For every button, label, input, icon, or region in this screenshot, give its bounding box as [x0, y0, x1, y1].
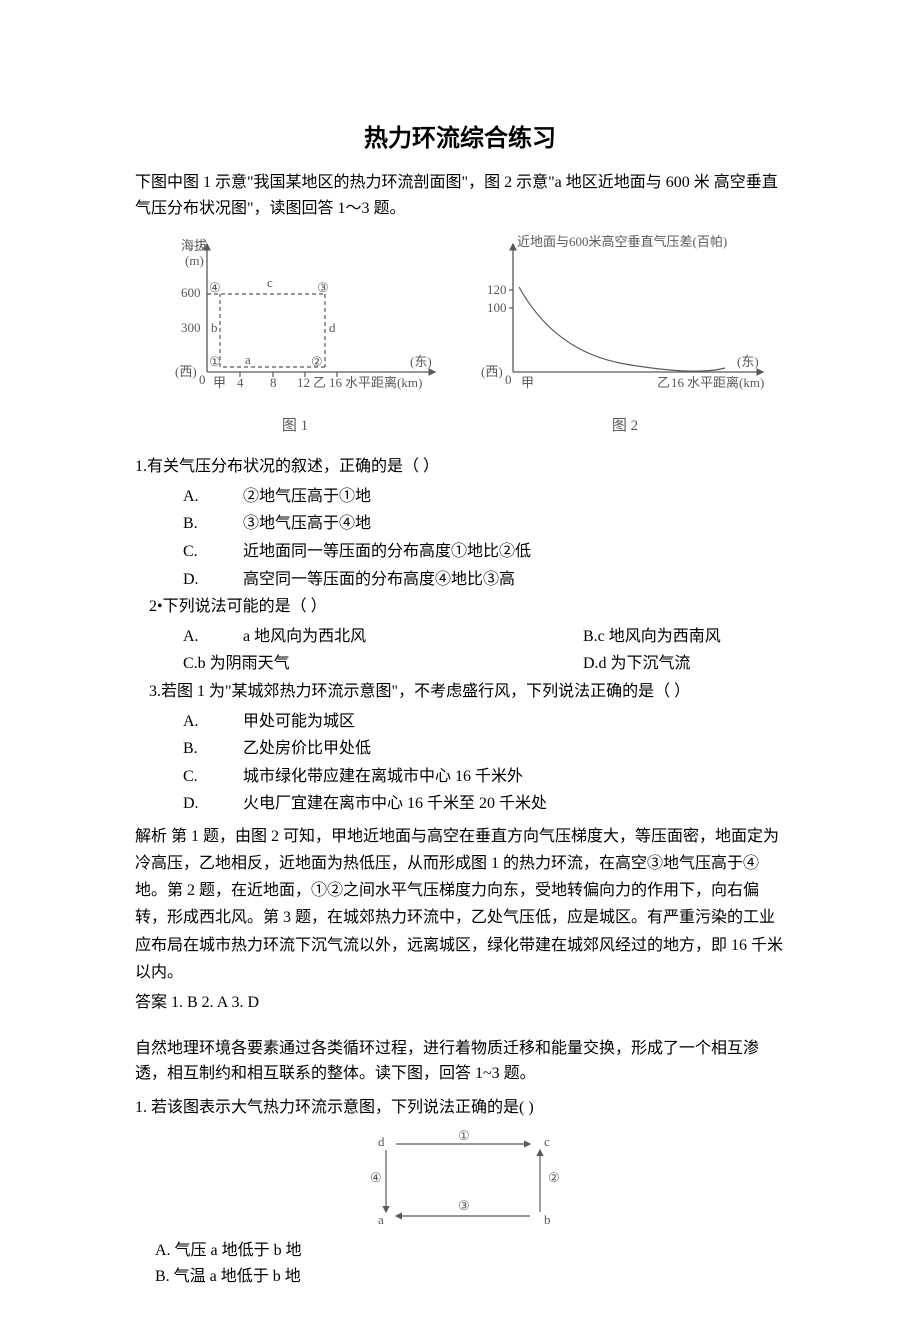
- fig3-edge-3: ③: [458, 1198, 470, 1213]
- fig2-east: (东): [737, 354, 759, 369]
- fig1-caption: 图 1: [135, 414, 455, 438]
- q3-opt-c: C.城市绿化带应建在离城市中心 16 千米外: [135, 764, 785, 790]
- q2-d-text: D.d 为下沉气流: [583, 655, 691, 672]
- q1-c-text: 近地面同一等压面的分布高度①地比②低: [243, 543, 531, 560]
- fig1-edge-a: a: [245, 352, 251, 367]
- figure-1: 600 300 海拔 (m) (西) 0 ④ ③ ① ② a b c d: [135, 232, 455, 439]
- fig1-left-marker: 甲: [213, 375, 226, 390]
- q2-b-text: B.c 地风向为西南风: [583, 628, 721, 645]
- fig3-node-a: a: [378, 1212, 384, 1227]
- q1-opt-c: C.近地面同一等压面的分布高度①地比②低: [135, 539, 785, 565]
- fig1-origin: (西): [175, 364, 197, 379]
- page-title: 热力环流综合练习: [135, 120, 785, 158]
- fig1-xtick-12: 12: [297, 375, 310, 390]
- q1-stem: 1.有关气压分布状况的叙述，正确的是（ ）: [135, 454, 785, 480]
- q1-a-text: ②地气压高于①地: [243, 488, 371, 505]
- fig2-origin: (西): [481, 364, 503, 379]
- fig2-zero: 0: [505, 372, 512, 387]
- fig3-node-d: d: [378, 1134, 385, 1149]
- fig1-right-marker: 乙: [313, 375, 326, 390]
- fig3-edge-4: ④: [370, 1170, 382, 1185]
- fig1-node-4: ④: [209, 280, 221, 295]
- q3-a-text: 甲处可能为城区: [243, 713, 355, 730]
- q3-b-text: 乙处房价比甲处低: [243, 740, 371, 757]
- q3-stem: 3.若图 1 为"某城郊热力环流示意图"，不考虑盛行风，下列说法正确的是（ ）: [135, 679, 785, 705]
- fig1-zero: 0: [199, 372, 206, 387]
- q2-row-1: A.a 地风向为西北风 B.c 地风向为西南风: [135, 624, 785, 650]
- fig2-caption: 图 2: [465, 414, 785, 438]
- answers-text: 答案 1. B 2. A 3. D: [135, 990, 785, 1016]
- fig1-node-3: ③: [317, 280, 329, 295]
- q3-opt-d: D.火电厂宜建在离市中心 16 千米至 20 千米处: [135, 791, 785, 817]
- fig2-xlabel: 水平距离(km): [687, 375, 764, 390]
- fig1-node-1: ①: [209, 354, 221, 369]
- fig1-edge-c: c: [267, 275, 273, 290]
- q3-c-text: 城市绿化带应建在离城市中心 16 千米外: [243, 768, 523, 785]
- fig1-edge-b: b: [211, 320, 218, 335]
- fig1-xlabel: 水平距离(km): [345, 375, 422, 390]
- fig1-xtick-8: 8: [270, 375, 277, 390]
- fig3-node-c: c: [544, 1134, 550, 1149]
- fig1-edge-d: d: [329, 320, 336, 335]
- figure-2: 近地面与600米高空垂直气压差(百帕) 120 100 (西) 0 甲 乙 16…: [465, 232, 785, 439]
- q3-opt-b: B.乙处房价比甲处低: [135, 736, 785, 762]
- fig2-left-marker: 甲: [521, 375, 534, 390]
- q-s2-1-stem: 1. 若该图表示大气热力环流示意图，下列说法正确的是( ): [135, 1095, 785, 1121]
- fig2-ytick-120: 120: [487, 282, 507, 297]
- fig2-right-marker: 乙: [657, 375, 670, 390]
- fig1-xtick-4: 4: [237, 375, 244, 390]
- q3-d-text: 火电厂宜建在离市中心 16 千米至 20 千米处: [243, 795, 547, 812]
- fig3-node-b: b: [544, 1212, 551, 1227]
- q2-c-text: C.b 为阴雨天气: [183, 655, 290, 672]
- fig1-xtick-16: 16: [329, 375, 343, 390]
- section2-intro: 自然地理环境各要素通过各类循环过程，进行着物质迁移和能量交换，形成了一个相互渗透…: [135, 1036, 785, 1087]
- figure-2-svg: 近地面与600米高空垂直气压差(百帕) 120 100 (西) 0 甲 乙 16…: [465, 232, 785, 402]
- analysis-text: 解析 第 1 题，由图 2 可知，甲地近地面与高空在垂直方向气压梯度大，等压面密…: [135, 823, 785, 986]
- q1-opt-b: B.③地气压高于④地: [135, 511, 785, 537]
- q2-a-text: a 地风向为西北风: [243, 628, 366, 645]
- q1-opt-d: D.高空同一等压面的分布高度④地比③高: [135, 567, 785, 593]
- q1-b-text: ③地气压高于④地: [243, 515, 371, 532]
- figures-container: 600 300 海拔 (m) (西) 0 ④ ③ ① ② a b c d: [135, 232, 785, 439]
- fig2-ylabel: 近地面与600米高空垂直气压差(百帕): [517, 234, 727, 249]
- fig3-edge-2: ②: [548, 1170, 560, 1185]
- fig1-east: (东): [410, 354, 432, 369]
- q2-stem: 2•下列说法可能的是（ ）: [135, 594, 785, 620]
- q3-opt-a: A.甲处可能为城区: [135, 709, 785, 735]
- fig1-ylabel-1: 海拔: [181, 238, 207, 253]
- q1-d-text: 高空同一等压面的分布高度④地比③高: [243, 571, 515, 588]
- fig2-ytick-100: 100: [487, 300, 507, 315]
- fig2-xtick-16: 16: [671, 375, 685, 390]
- q1-opt-a: A.②地气压高于①地: [135, 484, 785, 510]
- fig1-ytick-300: 300: [181, 320, 201, 335]
- fig1-ylabel-2: (m): [185, 253, 204, 268]
- q-s2-1-opt-b: B. 气温 a 地低于 b 地: [135, 1264, 785, 1290]
- fig1-ytick-600: 600: [181, 285, 201, 300]
- q2-row-2: C.b 为阴雨天气 D.d 为下沉气流: [135, 651, 785, 677]
- fig3-edge-1: ①: [458, 1128, 470, 1143]
- figure-1-svg: 600 300 海拔 (m) (西) 0 ④ ③ ① ② a b c d: [145, 232, 445, 402]
- figure-3-svg: a b c d ① ② ③ ④: [340, 1124, 580, 1234]
- intro-text: 下图中图 1 示意"我国某地区的热力环流剖面图"，图 2 示意"a 地区近地面与…: [135, 170, 785, 221]
- q-s2-1-opt-a: A. 气压 a 地低于 b 地: [135, 1238, 785, 1264]
- fig1-node-2: ②: [311, 354, 323, 369]
